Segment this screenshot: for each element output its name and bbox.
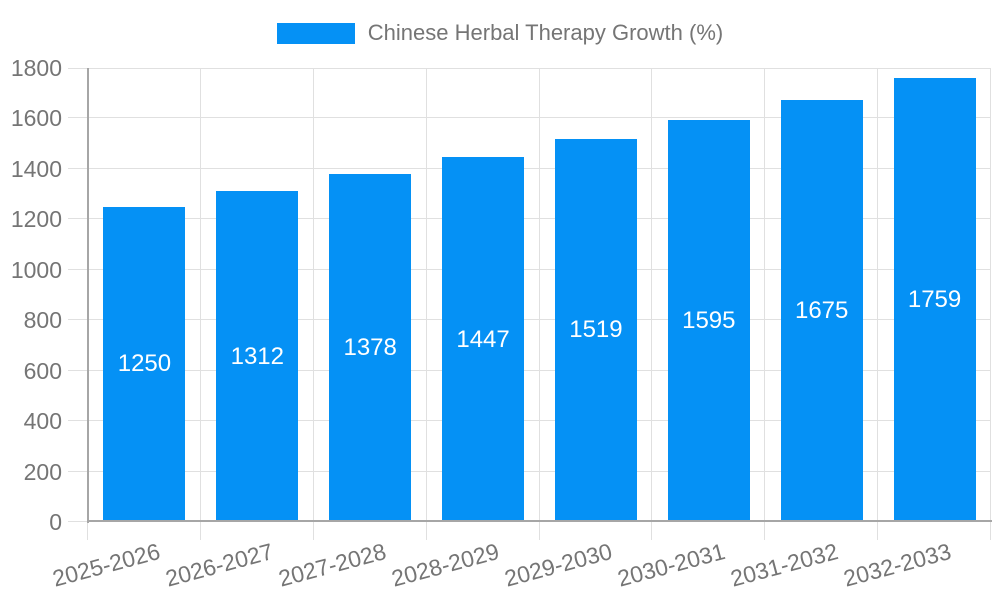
bar-value-label: 1447 <box>456 325 510 353</box>
gridline-v <box>426 68 427 540</box>
chart-legend: Chinese Herbal Therapy Growth (%) <box>0 20 1000 46</box>
y-axis-tick-label: 1000 <box>10 256 62 283</box>
gridline-h <box>68 269 991 270</box>
x-axis-tick-label: 2027-2028 <box>275 538 389 592</box>
gridline-v <box>877 68 878 540</box>
x-axis-tick-label: 2030-2031 <box>614 538 728 592</box>
y-axis-line <box>87 68 89 523</box>
y-axis-tick-label: 200 <box>23 458 62 485</box>
gridline-v <box>764 68 765 540</box>
gridline-v <box>539 68 540 540</box>
gridline-h <box>68 218 991 219</box>
y-axis-tick-label: 1200 <box>10 206 62 233</box>
x-axis-tick-label: 2029-2030 <box>501 538 615 592</box>
y-axis-tick-label: 1600 <box>10 105 62 132</box>
y-axis-tick-label: 400 <box>23 408 62 435</box>
legend-label: Chinese Herbal Therapy Growth (%) <box>367 20 724 45</box>
bar-value-label: 1519 <box>569 316 623 344</box>
bar: 1519 <box>554 138 637 522</box>
bar-value-label: 1250 <box>117 350 172 378</box>
gridline-h <box>68 68 991 69</box>
gridline-h <box>68 117 991 118</box>
y-axis-tick-label: 1800 <box>10 55 62 81</box>
bar: 1759 <box>893 78 976 522</box>
bar: 1378 <box>329 174 412 522</box>
gridline-h <box>68 168 991 169</box>
legend-swatch <box>276 22 355 44</box>
gridline-h <box>68 420 991 421</box>
gridline-h <box>68 319 991 320</box>
x-axis-tick-label: 2025-2026 <box>50 538 164 592</box>
bar-value-label: 1312 <box>230 342 284 370</box>
gridline-v <box>990 68 991 540</box>
bar-value-label: 1378 <box>343 334 397 362</box>
gridline-v <box>651 68 652 540</box>
gridline-h <box>68 471 991 472</box>
bar: 1312 <box>216 191 299 522</box>
x-axis-tick-label: 2028-2029 <box>388 538 502 592</box>
gridline-h <box>68 370 991 371</box>
bar: 1447 <box>442 157 525 522</box>
y-axis-tick-label: 600 <box>23 357 62 384</box>
x-axis-line <box>87 520 992 522</box>
gridline-v <box>313 68 314 540</box>
gridline-v <box>200 68 201 540</box>
x-axis-tick-label: 2026-2027 <box>163 538 277 592</box>
x-axis-tick-label: 2031-2032 <box>727 538 841 592</box>
plot-area: 0 200 400 600 800 1000 1200 1400 1600 1800 1250 131… <box>11 55 992 592</box>
bar: 1675 <box>780 99 863 522</box>
y-axis-tick-label: 0 <box>49 509 62 535</box>
bar: 1250 <box>103 206 186 522</box>
bar: 1595 <box>667 119 750 522</box>
bar-value-label: 1759 <box>907 286 962 314</box>
y-axis-tick-label: 1400 <box>10 155 62 182</box>
y-axis-tick-label: 800 <box>23 307 62 334</box>
bar-value-label: 1595 <box>682 306 736 334</box>
bar-value-label: 1675 <box>794 296 849 324</box>
x-axis-tick-label: 2032-2033 <box>840 538 954 592</box>
